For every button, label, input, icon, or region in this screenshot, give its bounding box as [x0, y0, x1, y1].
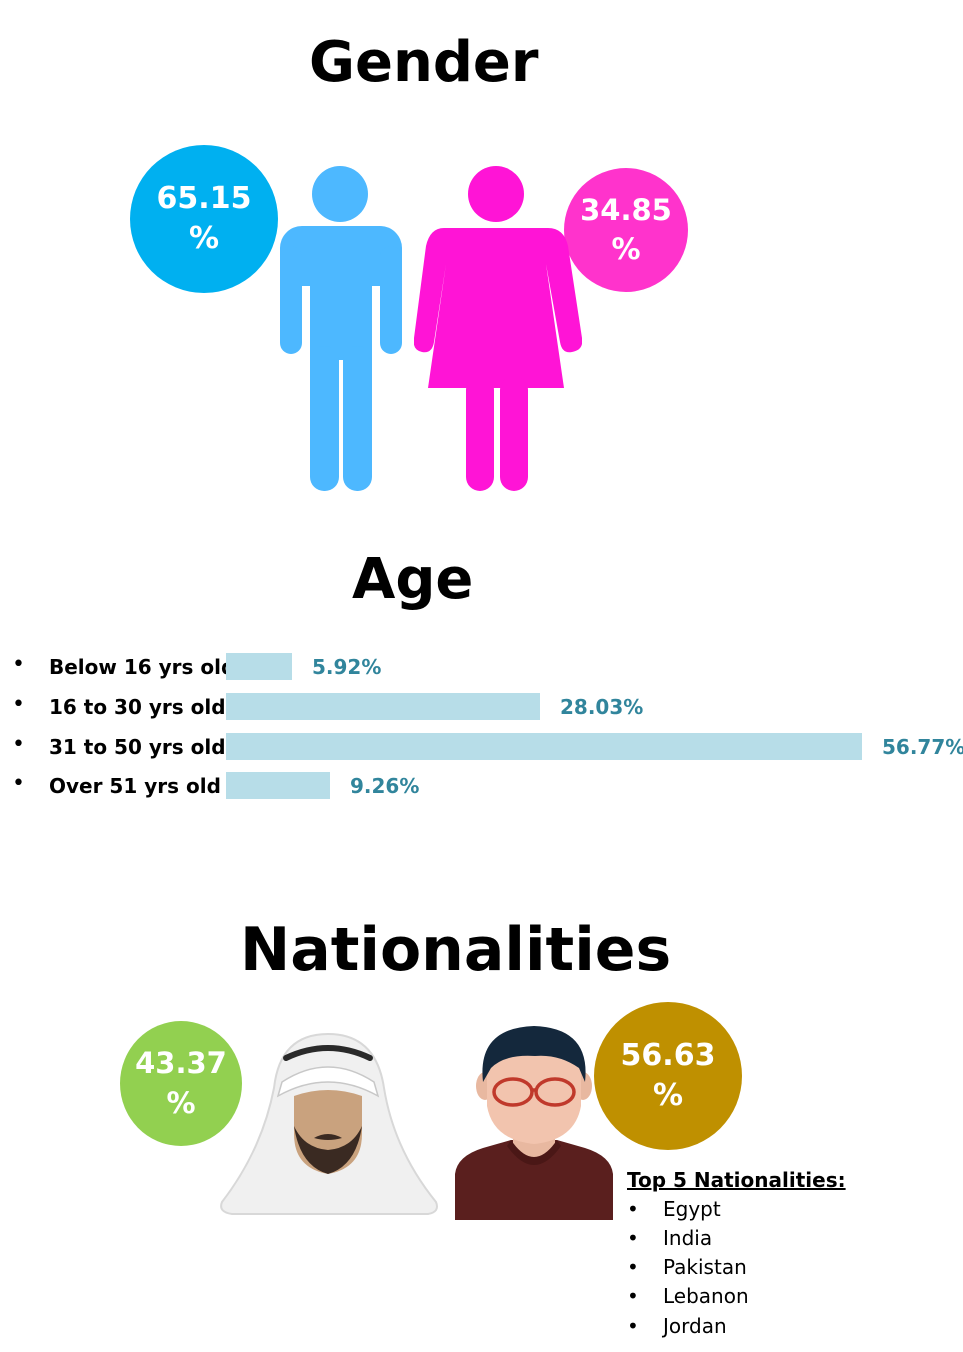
female-person-icon: [414, 166, 582, 491]
arab-percentage-value: 43.37: [135, 1046, 227, 1081]
age-bullet: •: [12, 732, 25, 757]
age-title: Age: [352, 547, 474, 612]
age-bullet: •: [12, 771, 25, 796]
other-percentage-value: 56.63: [620, 1037, 716, 1073]
nationality-list-item: • Lebanon: [627, 1286, 749, 1306]
top-nationalities-heading: Top 5 Nationalities:: [627, 1168, 846, 1192]
female-percentage-badge: 34.85 %: [564, 168, 688, 292]
age-category-label: Over 51 yrs old: [49, 774, 221, 798]
list-bullet: •: [627, 1284, 639, 1308]
arab-percentage-unit: %: [166, 1085, 196, 1120]
female-percentage-unit: %: [611, 232, 641, 266]
man-with-glasses-icon: [455, 1026, 613, 1220]
age-category-label: 31 to 50 yrs old: [49, 735, 226, 759]
list-bullet: •: [627, 1314, 639, 1338]
nationality-name: Jordan: [663, 1314, 727, 1338]
list-bullet: •: [627, 1255, 639, 1279]
age-value-label: 5.92%: [312, 655, 382, 679]
arab-man-icon: [220, 1032, 438, 1215]
nationality-name: India: [663, 1226, 713, 1250]
nationality-list-item: • Jordan: [627, 1316, 727, 1336]
list-bullet: •: [627, 1226, 639, 1250]
nationality-list-item: • Egypt: [627, 1199, 721, 1219]
male-percentage-unit: %: [188, 221, 220, 256]
other-percentage-unit: %: [652, 1078, 684, 1113]
nationality-name: Lebanon: [663, 1284, 749, 1308]
age-bullet: •: [12, 652, 25, 677]
nationality-name: Egypt: [663, 1197, 721, 1221]
male-percentage-value: 65.15: [156, 180, 252, 216]
age-category-label: Below 16 yrs old: [49, 655, 236, 679]
age-bar: [226, 693, 540, 720]
gender-title: Gender: [309, 30, 539, 95]
age-bar: [226, 772, 330, 799]
male-person-icon: [280, 166, 402, 491]
age-bar: [226, 733, 862, 760]
nationality-list-item: • India: [627, 1228, 712, 1248]
nationality-list-item: • Pakistan: [627, 1257, 747, 1277]
male-percentage-badge: 65.15 %: [130, 145, 278, 293]
nationality-name: Pakistan: [663, 1255, 747, 1279]
other-percentage-badge: 56.63 %: [594, 1002, 742, 1150]
age-category-label: 16 to 30 yrs old: [49, 695, 226, 719]
arab-percentage-badge: 43.37 %: [120, 1021, 242, 1146]
age-bar: [226, 653, 292, 680]
female-percentage-value: 34.85: [580, 192, 672, 227]
age-value-label: 9.26%: [350, 774, 420, 798]
age-bullet: •: [12, 692, 25, 717]
age-value-label: 56.77%: [882, 735, 963, 759]
age-value-label: 28.03%: [560, 695, 644, 719]
nationalities-title: Nationalities: [240, 915, 672, 985]
list-bullet: •: [627, 1197, 639, 1221]
